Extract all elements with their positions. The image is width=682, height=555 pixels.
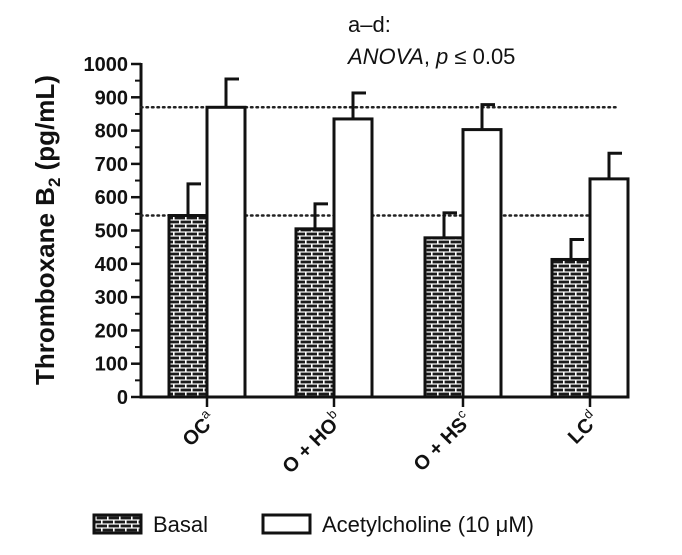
y-axis: 0 100 200 300 400 500 600 700 800 900 1000: [84, 54, 143, 409]
y-tick-label: 300: [95, 287, 128, 309]
y-axis-label: Thromboxane B2 (pg/mL): [30, 75, 64, 385]
y-tick-label: 900: [95, 87, 128, 109]
y-tick-label: 700: [95, 154, 128, 176]
bar-brick: [167, 214, 209, 399]
bar-open: [461, 128, 503, 399]
x-axis: OCa O + HOb O + HSc LCd: [139, 395, 617, 478]
bar-brick: [423, 236, 465, 399]
y-tick-label: 600: [95, 187, 128, 209]
y-tick-label: 200: [95, 320, 128, 342]
x-tick-label: O + HSc: [407, 406, 477, 476]
y-tick-label: 400: [95, 254, 128, 276]
bars: [167, 77, 630, 399]
legend-label: Acetylcholine (10 μM): [322, 512, 534, 537]
bar-brick: [550, 257, 592, 399]
bar-open: [205, 105, 247, 399]
bar-open: [588, 177, 630, 399]
x-tick-label: LCd: [561, 406, 603, 448]
y-tick-label: 0: [117, 387, 128, 409]
annotation-line-1: a–d:: [348, 12, 391, 37]
legend-swatch-open: [261, 513, 312, 535]
y-tick-label: 500: [95, 221, 128, 243]
legend-swatch-brick: [92, 513, 143, 535]
y-tick-label: 1000: [84, 54, 129, 76]
x-tick-label: OCa: [176, 406, 221, 451]
legend-label: Basal: [153, 512, 208, 537]
bar-open: [332, 117, 374, 399]
bar-brick: [294, 227, 336, 399]
y-tick-label: 800: [95, 121, 128, 143]
legend: Basal Acetylcholine (10 μM): [92, 512, 534, 537]
y-tick-label: 100: [95, 354, 128, 376]
x-tick-label: O + HOb: [276, 406, 348, 478]
annotation-line-2: ANOVA, p ≤ 0.05: [346, 44, 515, 69]
